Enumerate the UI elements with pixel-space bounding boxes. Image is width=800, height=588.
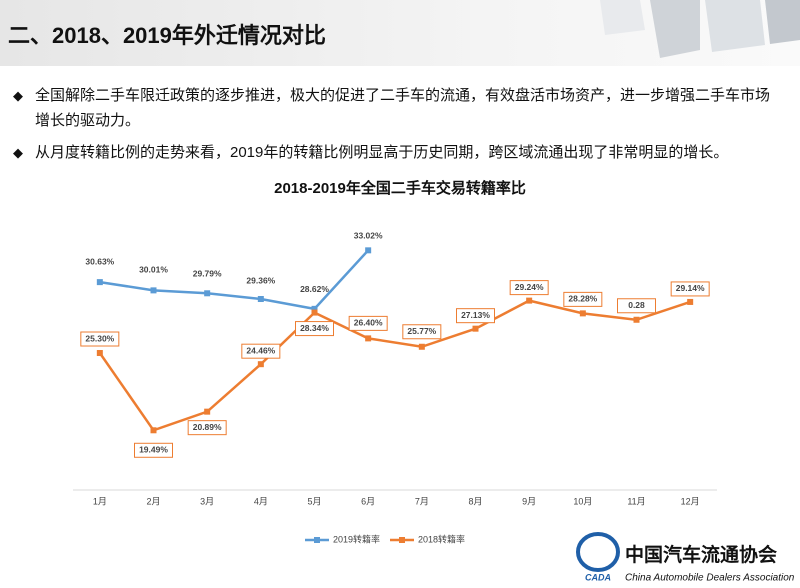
marker — [418, 343, 425, 350]
x-tick-label: 10月 — [573, 496, 592, 506]
logo-chinese: 中国汽车流通协会 — [625, 543, 777, 566]
x-tick-label: 8月 — [468, 496, 482, 506]
data-label: 29.36% — [246, 275, 275, 285]
x-tick-label: 1月 — [93, 496, 107, 506]
marker — [96, 350, 103, 357]
x-tick-label: 5月 — [307, 496, 321, 506]
marker — [526, 297, 533, 304]
marker — [472, 325, 479, 332]
x-tick-label: 12月 — [681, 496, 700, 506]
marker — [257, 296, 264, 303]
label-box — [134, 442, 173, 458]
bullet: 从月度转籍比例的走势来看，2019年的转籍比例明显高于历史同期，跨区域流通出现了… — [13, 140, 775, 165]
data-label: 33.02% — [354, 231, 383, 241]
logo-mark: CADA — [585, 572, 611, 582]
data-label: 0.28 — [628, 300, 645, 310]
data-label: 30.01% — [139, 265, 168, 275]
data-label: 29.14% — [676, 283, 705, 293]
legend-label: 2019转籍率 — [333, 533, 380, 544]
slide-title: 二、2018、2019年外迁情况对比 — [8, 23, 326, 48]
marker — [150, 287, 157, 294]
marker — [365, 247, 372, 254]
marker — [365, 335, 372, 342]
x-tick-label: 2月 — [146, 496, 160, 506]
marker — [204, 408, 211, 415]
header-bar: 二、2018、2019年外迁情况对比 — [0, 0, 800, 66]
marker — [204, 290, 211, 297]
series-line — [98, 299, 691, 432]
label-box — [348, 315, 388, 331]
label-box — [241, 343, 281, 359]
marker — [311, 309, 318, 316]
logo: CADA 中国汽车流通协会 China Automobile Dealers A… — [576, 532, 795, 584]
data-label: 25.30% — [85, 333, 114, 343]
chart-title: 2018-2019年全国二手车交易转籍率比 — [274, 179, 526, 197]
x-tick-label: 9月 — [522, 496, 536, 506]
marker — [579, 310, 586, 317]
logo-icon — [576, 532, 620, 572]
label-box — [670, 281, 710, 297]
label-box — [402, 324, 442, 340]
data-label: 26.40% — [354, 318, 383, 328]
data-label: 24.46% — [246, 345, 275, 355]
legend-swatch-marker — [314, 537, 320, 543]
marker — [687, 298, 694, 305]
cubes — [600, 0, 800, 58]
bullet: 全国解除二手车限迁政策的逐步推进，极大的促进了二手车的流通，有效盘活市场资产，进… — [13, 83, 775, 133]
marker — [311, 305, 318, 312]
legend-label: 2018转籍率 — [418, 533, 465, 544]
marker — [96, 279, 103, 286]
x-tick-label: 6月 — [361, 496, 375, 506]
data-label: 28.34% — [300, 323, 329, 333]
label-box — [509, 280, 549, 296]
x-tick-label: 3月 — [200, 496, 214, 506]
marker — [633, 316, 640, 323]
data-label: 29.24% — [515, 282, 544, 292]
label-box — [295, 321, 334, 337]
label-box — [456, 308, 495, 324]
marker — [150, 427, 157, 434]
data-label: 29.79% — [193, 269, 222, 279]
data-label: 28.62% — [300, 284, 329, 294]
data-label: 27.13% — [461, 310, 490, 320]
marker — [257, 361, 264, 368]
data-label: 19.49% — [139, 445, 168, 455]
logo-english: China Automobile Dealers Association — [625, 573, 795, 584]
data-label: 20.89% — [193, 422, 222, 432]
x-tick-label: 4月 — [254, 496, 268, 506]
data-label: 28.28% — [568, 294, 597, 304]
label-box — [563, 291, 603, 307]
label-box — [80, 331, 120, 347]
label-box — [617, 298, 656, 314]
x-tick-label: 7月 — [415, 496, 429, 506]
data-label: 25.77% — [407, 326, 436, 336]
label-box — [187, 420, 227, 436]
series-line — [99, 249, 370, 311]
legend-swatch-marker — [399, 537, 405, 543]
data-label: 30.63% — [85, 256, 114, 266]
x-tick-label: 11月 — [627, 496, 645, 506]
